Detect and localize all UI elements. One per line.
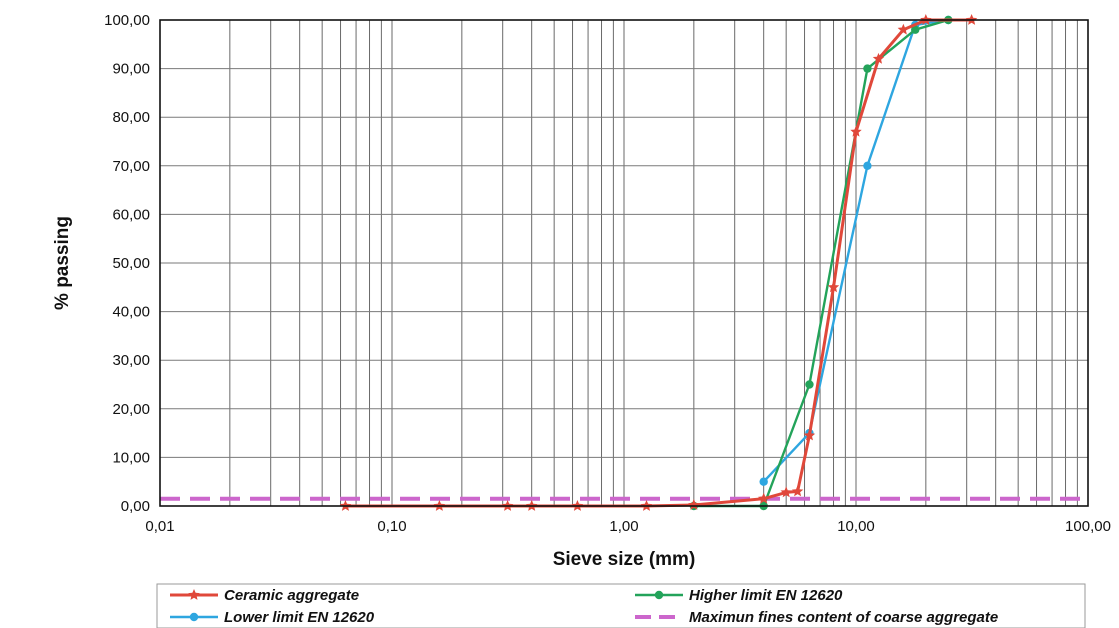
data-point bbox=[758, 492, 770, 504]
y-tick-label: 70,00 bbox=[112, 158, 150, 175]
x-tick-label: 10,00 bbox=[837, 518, 875, 535]
data-point bbox=[805, 380, 814, 389]
series-ceramic-aggregate bbox=[339, 14, 978, 511]
legend-item: Higher limit EN 12620 bbox=[635, 587, 843, 604]
data-point bbox=[872, 52, 885, 64]
y-tick-label: 40,00 bbox=[112, 304, 150, 321]
data-point bbox=[850, 125, 862, 137]
legend-label: Ceramic aggregate bbox=[224, 587, 359, 604]
legend-marker bbox=[188, 589, 200, 600]
grid bbox=[159, 19, 1088, 507]
x-tick-label: 0,01 bbox=[145, 518, 174, 535]
legend-marker bbox=[189, 612, 199, 622]
y-tick-label: 100,00 bbox=[104, 12, 150, 29]
y-tick-label: 20,00 bbox=[112, 401, 150, 418]
y-tick-label: 50,00 bbox=[112, 255, 150, 272]
tick-labels: 0,01 0,10 1,00 10,00 100,00 0,00 10,00 20,00 30,… bbox=[104, 12, 1111, 535]
plot-frame bbox=[159, 19, 1089, 507]
y-tick-label: 80,00 bbox=[112, 109, 150, 126]
legend-label: Higher limit EN 12620 bbox=[689, 587, 843, 604]
x-tick-label: 100,00 bbox=[1065, 518, 1111, 535]
legend-label: Maximun fines content of coarse aggregat… bbox=[689, 609, 998, 626]
x-tick-label: 1,00 bbox=[609, 518, 638, 535]
data-point bbox=[911, 25, 920, 34]
legend-box bbox=[156, 583, 1086, 628]
data-point bbox=[759, 477, 768, 486]
data-point bbox=[688, 499, 700, 510]
legend-item: Ceramic aggregate bbox=[170, 587, 359, 604]
data-point bbox=[791, 485, 804, 497]
y-tick-label: 10,00 bbox=[112, 449, 150, 466]
y-tick-label: 60,00 bbox=[112, 206, 150, 223]
x-tick-label: 0,10 bbox=[377, 518, 406, 535]
data-point bbox=[863, 64, 872, 73]
x-axis-title: Sieve size (mm) bbox=[553, 549, 696, 570]
data-point bbox=[897, 23, 910, 35]
y-tick-label: 30,00 bbox=[112, 352, 150, 369]
plot-border bbox=[159, 19, 1089, 507]
legend-marker bbox=[654, 590, 664, 600]
data-point bbox=[863, 161, 872, 170]
data-point bbox=[780, 486, 792, 498]
y-tick-label: 0,00 bbox=[121, 498, 150, 515]
data-point bbox=[803, 429, 816, 441]
legend-item: Lower limit EN 12620 bbox=[170, 609, 375, 626]
legend-item: Maximun fines content of coarse aggregat… bbox=[635, 609, 998, 626]
y-axis-title: % passing bbox=[52, 216, 73, 310]
data-point bbox=[827, 281, 840, 293]
legend-label: Lower limit EN 12620 bbox=[224, 609, 375, 626]
legend: Ceramic aggregate Higher limit EN 12620 Lo… bbox=[156, 583, 1086, 628]
y-tick-label: 90,00 bbox=[112, 61, 150, 78]
